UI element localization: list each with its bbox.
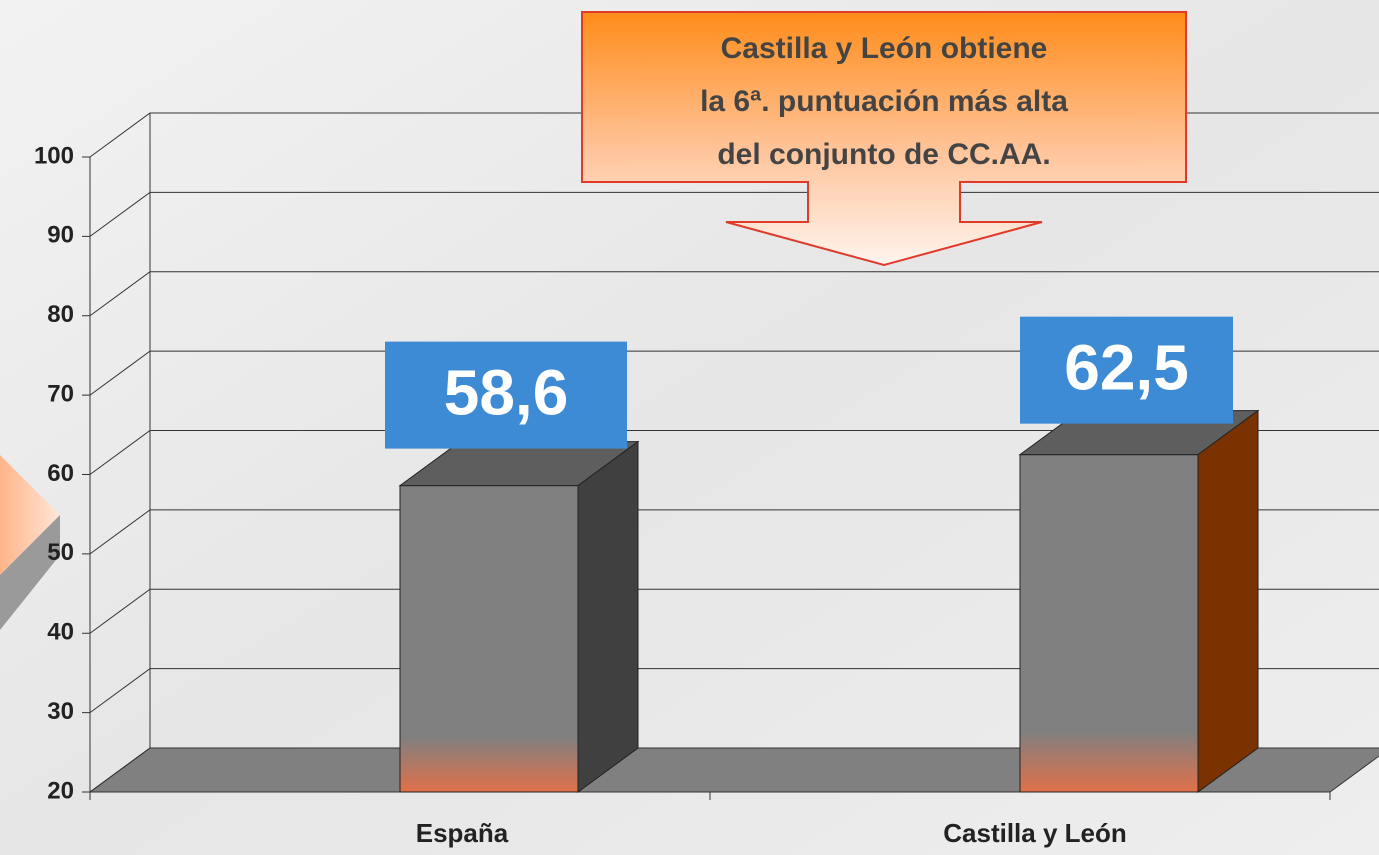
annotation-box [581, 11, 1187, 267]
decoration [0, 455, 60, 575]
annotation-text: del conjunto de CC.AA. [717, 138, 1050, 171]
x-tick-label: Castilla y León [943, 818, 1127, 848]
bar-front [399, 485, 579, 793]
y-tick-label: 100 [34, 142, 74, 169]
y-tick-label: 90 [47, 222, 74, 249]
plot: 20 30 40 50 60 70 80 90 100 España Castilla y León [34, 112, 1379, 848]
x-tick-label: España [416, 818, 509, 848]
annotation-text: Castilla y León obtiene [721, 32, 1048, 65]
y-tick-label: 30 [47, 698, 74, 725]
y-tick-label: 20 [47, 777, 74, 804]
y-tick-label: 50 [47, 539, 74, 566]
bar-side [1197, 409, 1259, 793]
value-label-box [1020, 316, 1233, 424]
y-tick-label: 70 [47, 380, 74, 407]
bar-side [577, 440, 639, 793]
bar-front [1019, 454, 1199, 793]
value-label: 58,6 [444, 357, 569, 429]
annotation: Castilla y León obtiene la 6ª. puntuació… [581, 11, 1187, 267]
y-tick-label: 80 [47, 301, 74, 328]
value-label-box [385, 341, 627, 449]
y-tick-label: 40 [47, 619, 74, 646]
decoration [0, 515, 60, 630]
y-tick-label: 60 [47, 460, 74, 487]
annotation-text: la 6ª. puntuación más alta [700, 85, 1068, 118]
value-label: 62,5 [1064, 332, 1189, 404]
